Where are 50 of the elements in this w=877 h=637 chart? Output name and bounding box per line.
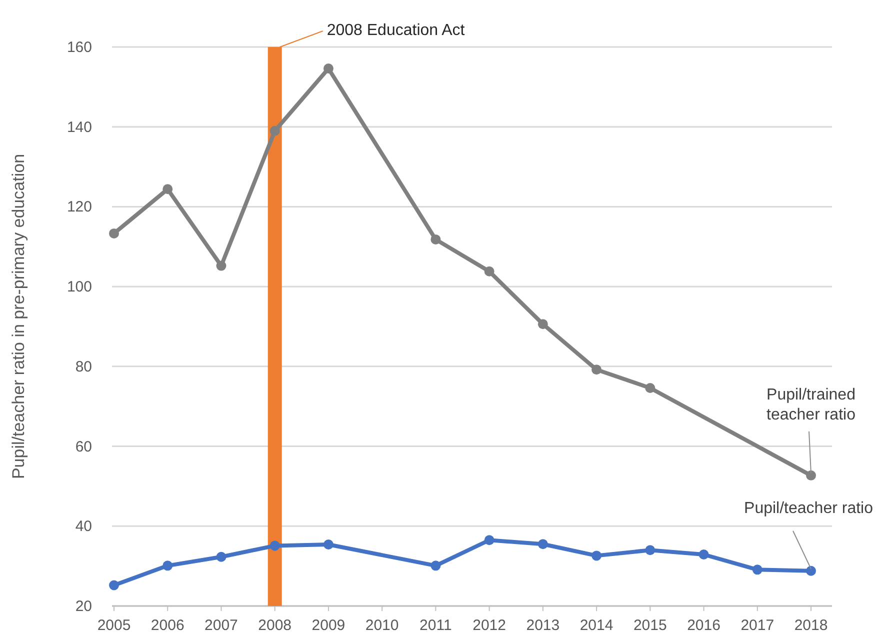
point — [109, 228, 119, 238]
x-tick-label: 2014 — [580, 617, 614, 634]
x-tick-label: 2016 — [687, 617, 720, 634]
point — [484, 266, 494, 276]
y-tick-label: 60 — [75, 438, 92, 456]
point — [430, 234, 441, 244]
legend-label: 2008 Education Act — [326, 22, 466, 39]
point — [538, 539, 548, 550]
point — [698, 549, 709, 560]
point — [592, 550, 602, 561]
x-tick-label: 2008 — [258, 617, 292, 634]
point — [645, 382, 656, 393]
x-tick-label: 2006 — [150, 617, 184, 634]
y-tick-label: 20 — [75, 598, 92, 615]
y-tick-label: 100 — [66, 278, 92, 296]
series-label: Pupil/trained teacher ratio — [766, 386, 856, 424]
y-tick-label: 140 — [66, 118, 92, 136]
point — [484, 535, 494, 546]
point — [323, 540, 334, 550]
y-tick-label: 160 — [66, 39, 92, 56]
point — [645, 545, 656, 556]
x-tick-label: 2012 — [472, 617, 506, 634]
x-tick-label: 2015 — [633, 617, 667, 634]
y-tick-label: 120 — [66, 198, 92, 216]
point — [806, 566, 816, 576]
text: Pupil/teacher ratio — [744, 500, 874, 517]
x-tick-label: 2005 — [97, 617, 131, 634]
point — [216, 260, 226, 271]
point — [430, 560, 441, 571]
y-axis-title: Pupil/teacher ratio in pre-primary education — [9, 154, 28, 480]
x-tick-label: 2011 — [420, 617, 452, 634]
point — [806, 470, 816, 480]
x-tick-label: 2007 — [204, 617, 238, 634]
x-tick-label: 2013 — [526, 617, 560, 634]
point — [216, 552, 226, 562]
point — [270, 540, 280, 551]
x-tick-label: 2009 — [312, 617, 346, 634]
point — [109, 580, 119, 590]
y-tick-label: 80 — [75, 358, 92, 376]
point — [752, 564, 762, 575]
y-tick-label: 40 — [75, 518, 92, 536]
point — [162, 560, 173, 571]
point — [592, 364, 602, 375]
point — [538, 319, 548, 330]
point — [270, 126, 280, 136]
point — [162, 184, 173, 194]
x-tick-label: 2018 — [794, 617, 828, 634]
x-tick-label: 2017 — [740, 617, 774, 634]
x-tick-label: 2010 — [365, 617, 399, 634]
point — [323, 64, 334, 74]
